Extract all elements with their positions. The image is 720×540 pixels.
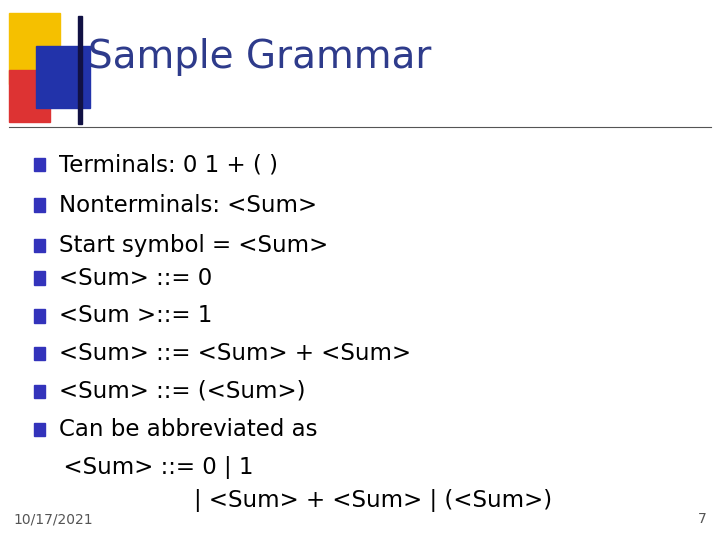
Text: <Sum >::= 1: <Sum >::= 1 <box>59 305 212 327</box>
Bar <box>34 347 45 361</box>
Text: <Sum> ::= (<Sum>): <Sum> ::= (<Sum>) <box>59 380 305 403</box>
Bar <box>36 46 90 108</box>
Bar <box>9 14 60 84</box>
Text: 10/17/2021: 10/17/2021 <box>13 512 93 526</box>
Text: <Sum> ::= 0 | 1: <Sum> ::= 0 | 1 <box>49 456 253 478</box>
Text: <Sum> ::= 0: <Sum> ::= 0 <box>59 267 212 289</box>
Text: Can be abbreviated as: Can be abbreviated as <box>59 418 318 441</box>
Text: | <Sum> + <Sum> | (<Sum>): | <Sum> + <Sum> | (<Sum>) <box>49 489 552 512</box>
Bar <box>34 239 45 252</box>
Text: <Sum> ::= <Sum> + <Sum>: <Sum> ::= <Sum> + <Sum> <box>59 342 411 365</box>
Text: Terminals: 0 1 + ( ): Terminals: 0 1 + ( ) <box>59 153 278 176</box>
Text: Start symbol = <Sum>: Start symbol = <Sum> <box>59 234 328 257</box>
Bar <box>34 198 45 212</box>
Bar <box>34 422 45 436</box>
Text: 7: 7 <box>698 512 707 526</box>
Bar <box>34 384 45 399</box>
Bar <box>9 70 50 122</box>
Bar <box>78 16 82 124</box>
Bar <box>34 309 45 322</box>
Bar <box>34 158 45 172</box>
Text: Nonterminals: <Sum>: Nonterminals: <Sum> <box>59 194 318 217</box>
Text: Sample Grammar: Sample Grammar <box>88 38 431 76</box>
Bar <box>34 271 45 285</box>
